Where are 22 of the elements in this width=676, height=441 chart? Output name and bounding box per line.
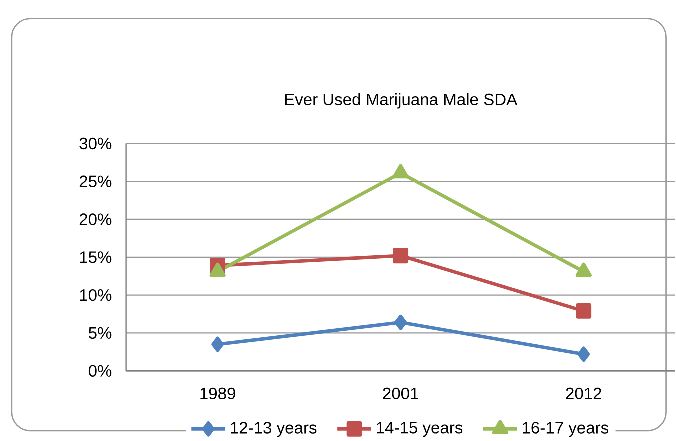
legend-label: 12-13 years [231, 422, 317, 437]
chart-title: Ever Used Marijuana Male SDA [285, 93, 518, 109]
point [212, 336, 224, 352]
legend-label: 14-15 years [377, 422, 463, 437]
point [578, 346, 590, 362]
y-tick-label: 20% [80, 213, 112, 226]
point [210, 262, 226, 277]
x-tick-label: 2001 [383, 388, 418, 400]
y-tick-label: 0% [88, 365, 112, 377]
point [392, 164, 409, 178]
x-tick-label: 2012 [566, 388, 602, 400]
y-tick-label: 5% [88, 327, 112, 339]
point [394, 314, 408, 330]
y-tick-label: 30% [80, 138, 112, 150]
y-tick-label: 15% [80, 251, 112, 263]
point [576, 303, 592, 319]
point [393, 248, 409, 264]
y-tick-label: 25% [80, 176, 112, 188]
y-tick-label: 10% [80, 289, 112, 301]
legend-label: 16-17 years [523, 422, 609, 437]
point [576, 262, 592, 277]
x-tick-label: 1989 [200, 388, 236, 400]
